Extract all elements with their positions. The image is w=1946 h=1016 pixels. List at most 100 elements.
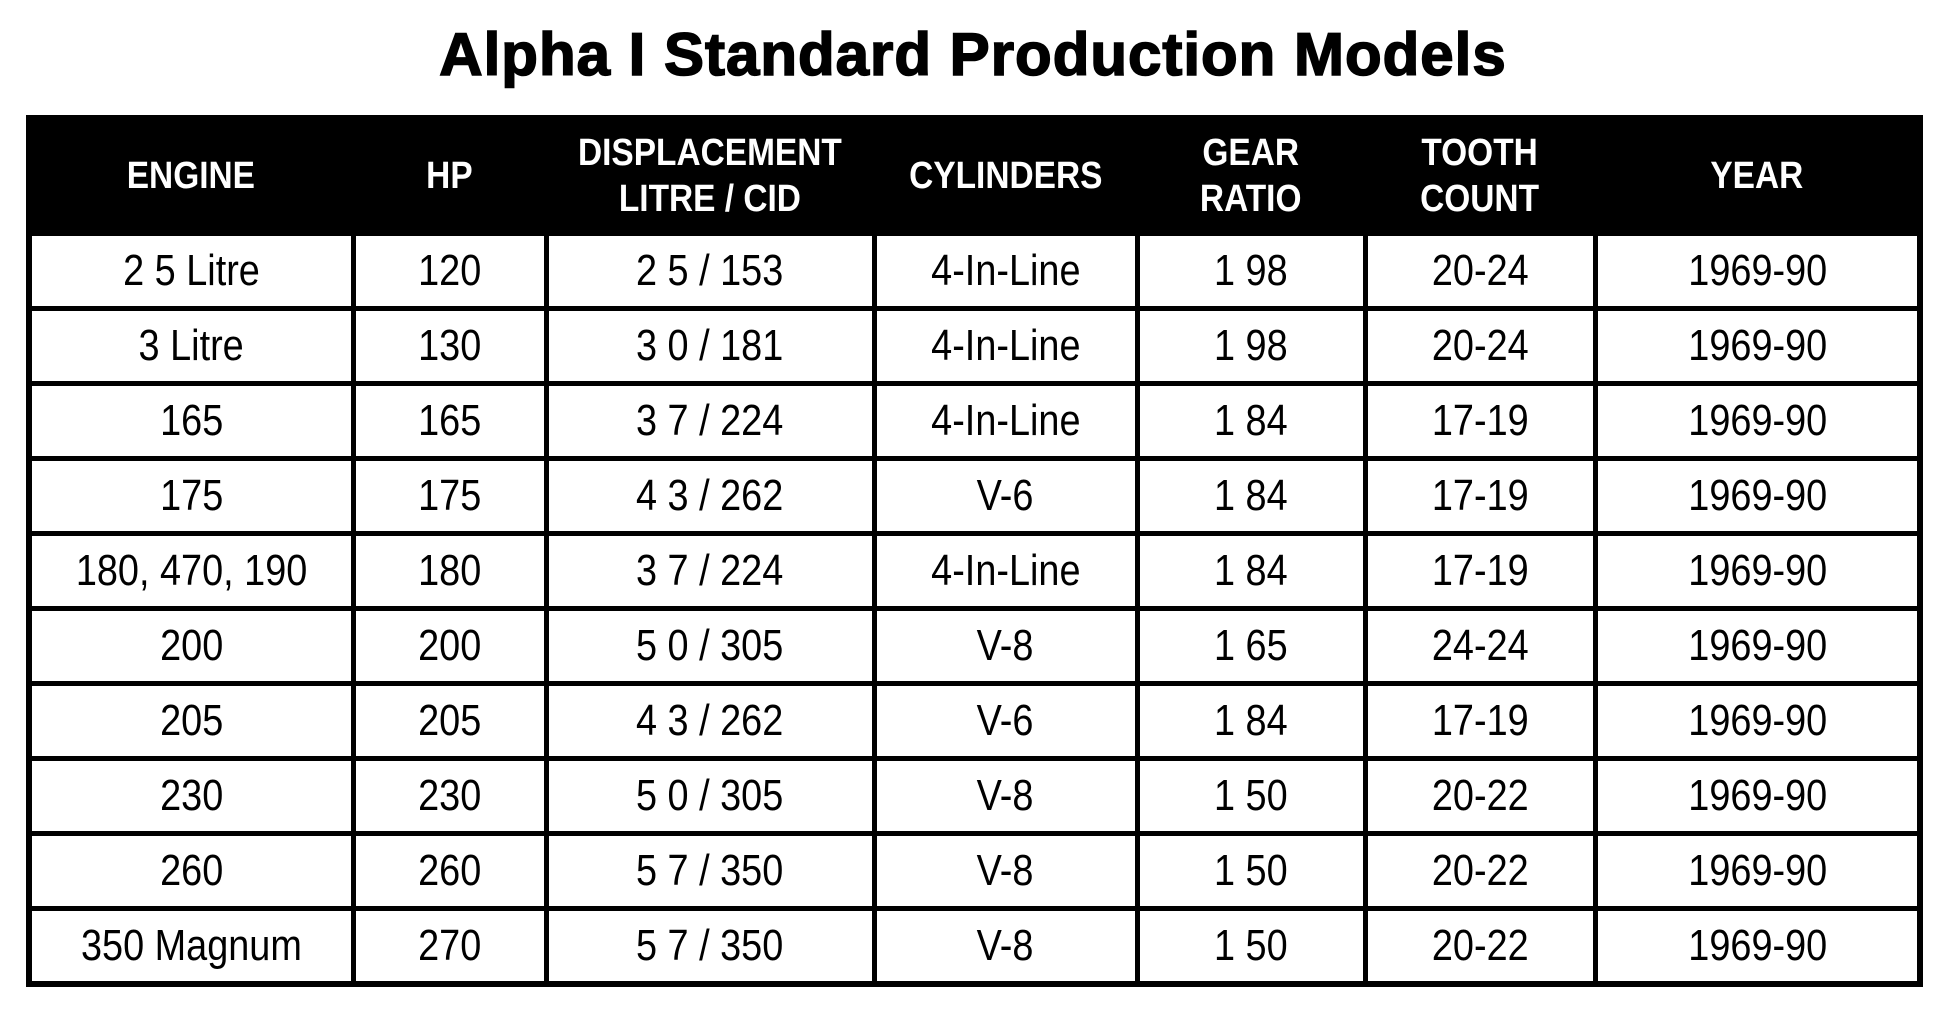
cell-value: 1 50 <box>1214 921 1288 970</box>
cell-displacement: 2 5 / 153 <box>543 231 877 311</box>
cell-value: 230 <box>159 771 223 820</box>
cell-value: 17-19 <box>1431 696 1529 745</box>
table-row: 180, 470, 190 180 3 7 / 224 4-In-Line 1 84 17… <box>26 531 1923 611</box>
column-header-label: DISPLACEMENT LITRE / CID <box>578 131 842 220</box>
cell-value: 205 <box>417 696 482 745</box>
cell-value: 20-22 <box>1431 771 1529 820</box>
cell-value: 3 Litre <box>138 321 244 370</box>
cell-tooth-count: 17-19 <box>1362 456 1598 536</box>
table-row: 200 200 5 0 / 305 V-8 1 65 24-24 1969-90 <box>26 606 1923 686</box>
cell-value: 1969-90 <box>1687 621 1827 670</box>
cell-gear-ratio: 1 84 <box>1134 681 1368 761</box>
cell-value: 17-19 <box>1431 546 1529 595</box>
cell-hp: 165 <box>350 381 549 461</box>
cell-value: 1 84 <box>1214 471 1288 520</box>
cell-value: 205 <box>159 696 223 745</box>
cell-hp: 200 <box>350 606 549 686</box>
cell-year: 1969-90 <box>1592 681 1923 761</box>
cell-value: 1 65 <box>1214 621 1288 670</box>
cell-year: 1969-90 <box>1592 756 1923 836</box>
cell-value: 20-22 <box>1431 846 1529 895</box>
cell-displacement: 3 7 / 224 <box>543 381 877 461</box>
cell-gear-ratio: 1 84 <box>1134 381 1368 461</box>
cell-hp: 270 <box>350 906 549 987</box>
column-header-label: TOOTH COUNT <box>1420 131 1540 220</box>
cell-value: V-8 <box>977 621 1034 670</box>
cell-displacement: 3 7 / 224 <box>543 531 877 611</box>
cell-value: 1969-90 <box>1687 771 1827 820</box>
cell-value: 24-24 <box>1431 621 1529 670</box>
cell-engine: 3 Litre <box>26 306 356 386</box>
cell-value: 1 98 <box>1214 321 1288 370</box>
cell-value: 17-19 <box>1431 471 1529 520</box>
cell-value: 1969-90 <box>1687 246 1827 295</box>
cell-engine: 165 <box>26 381 356 461</box>
column-header-label: GEAR RATIO <box>1200 131 1302 220</box>
cell-year: 1969-90 <box>1592 306 1923 386</box>
column-header-label: YEAR <box>1710 154 1804 197</box>
cell-engine: 350 Magnum <box>26 906 356 987</box>
cell-value: 1 84 <box>1214 396 1288 445</box>
cell-value: 1969-90 <box>1687 321 1827 370</box>
table-row: 205 205 4 3 / 262 V-6 1 84 17-19 1969-90 <box>26 681 1923 761</box>
cell-value: 175 <box>417 471 482 520</box>
cell-displacement: 4 3 / 262 <box>543 456 877 536</box>
cell-value: 20-24 <box>1431 321 1529 370</box>
cell-value: 2 5 / 153 <box>636 246 784 295</box>
cell-engine: 230 <box>26 756 356 836</box>
cell-value: 20-22 <box>1431 921 1529 970</box>
production-models-table: ENGINE HP DISPLACEMENT LITRE / CID CYLINDERS… <box>26 115 1923 987</box>
cell-value: 180 <box>417 546 482 595</box>
cell-cylinders: V-8 <box>871 606 1140 686</box>
cell-value: 1 50 <box>1214 846 1288 895</box>
cell-value: 1969-90 <box>1687 546 1827 595</box>
column-header-label: ENGINE <box>127 154 256 197</box>
cell-value: 1 98 <box>1214 246 1288 295</box>
cell-year: 1969-90 <box>1592 231 1923 311</box>
cell-value: 5 0 / 305 <box>636 771 784 820</box>
cell-value: V-8 <box>977 771 1034 820</box>
cell-value: 3 0 / 181 <box>636 321 784 370</box>
cell-value: 4-In-Line <box>930 321 1081 370</box>
cell-value: 4-In-Line <box>930 546 1081 595</box>
cell-engine: 180, 470, 190 <box>26 531 356 611</box>
cell-engine: 175 <box>26 456 356 536</box>
cell-cylinders: V-6 <box>871 681 1140 761</box>
cell-year: 1969-90 <box>1592 906 1923 987</box>
cell-cylinders: 4-In-Line <box>871 381 1140 461</box>
cell-value: 180, 470, 190 <box>75 546 307 595</box>
cell-tooth-count: 17-19 <box>1362 381 1598 461</box>
cell-tooth-count: 20-24 <box>1362 231 1598 311</box>
cell-value: 1969-90 <box>1687 696 1827 745</box>
cell-value: 350 Magnum <box>80 921 302 970</box>
cell-value: 130 <box>417 321 482 370</box>
cell-cylinders: V-8 <box>871 906 1140 987</box>
cell-hp: 120 <box>350 231 549 311</box>
table-header: ENGINE HP DISPLACEMENT LITRE / CID CYLINDERS… <box>26 115 1923 236</box>
cell-value: 5 7 / 350 <box>636 846 784 895</box>
column-header-cylinders: CYLINDERS <box>871 115 1140 236</box>
cell-hp: 230 <box>350 756 549 836</box>
column-header-gear-ratio: GEAR RATIO <box>1134 115 1368 236</box>
cell-value: 165 <box>159 396 223 445</box>
cell-gear-ratio: 1 98 <box>1134 306 1368 386</box>
cell-cylinders: 4-In-Line <box>871 306 1140 386</box>
cell-gear-ratio: 1 50 <box>1134 831 1368 911</box>
cell-value: 200 <box>417 621 482 670</box>
cell-year: 1969-90 <box>1592 831 1923 911</box>
cell-value: 20-24 <box>1431 246 1529 295</box>
cell-value: V-8 <box>977 921 1034 970</box>
cell-value: 4 3 / 262 <box>636 471 784 520</box>
cell-hp: 130 <box>350 306 549 386</box>
table-row: 260 260 5 7 / 350 V-8 1 50 20-22 1969-90 <box>26 831 1923 911</box>
cell-year: 1969-90 <box>1592 606 1923 686</box>
cell-year: 1969-90 <box>1592 456 1923 536</box>
cell-tooth-count: 20-22 <box>1362 906 1598 987</box>
cell-hp: 180 <box>350 531 549 611</box>
table-row: 2 5 Litre 120 2 5 / 153 4-In-Line 1 98 20-24 1… <box>26 231 1923 311</box>
cell-displacement: 3 0 / 181 <box>543 306 877 386</box>
cell-value: 1969-90 <box>1687 396 1827 445</box>
cell-gear-ratio: 1 50 <box>1134 756 1368 836</box>
cell-value: 260 <box>159 846 223 895</box>
cell-value: 260 <box>417 846 482 895</box>
